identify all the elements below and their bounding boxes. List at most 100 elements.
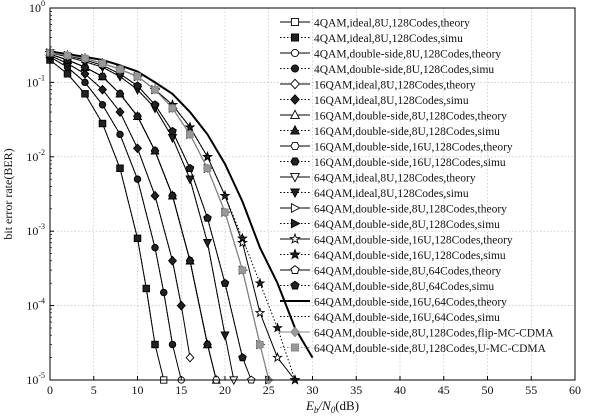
legend-label: 64QAM,double-side,16U,128Codes,simu	[314, 250, 506, 262]
series-line	[49, 59, 156, 345]
legend-label: 64QAM,double-side,8U,64Codes,simu	[314, 281, 494, 293]
data-point	[185, 352, 195, 363]
data-point	[289, 124, 301, 135]
data-point	[151, 85, 159, 94]
series-20	[49, 51, 313, 358]
data-point	[202, 239, 213, 248]
data-point	[168, 104, 177, 112]
data-point	[254, 307, 266, 318]
data-point	[203, 164, 212, 172]
data-point	[150, 100, 160, 109]
data-point	[272, 322, 283, 333]
series-6	[45, 50, 186, 311]
legend-item: 4QAM,ideal,8U,128Codes,simu	[280, 33, 463, 45]
y-tick-label: 10-2	[26, 148, 45, 164]
series-line	[49, 53, 208, 345]
legend-label: 4QAM,double-side,8U,128Codes,theory	[314, 49, 501, 61]
data-point	[133, 175, 142, 183]
legend-label: 4QAM,ideal,8U,128Codes,theory	[314, 18, 470, 30]
legend-label: 16QAM,double-side,8U,128Codes,simu	[314, 126, 500, 138]
data-point	[168, 340, 177, 349]
series-line	[49, 53, 217, 381]
series-7	[45, 49, 221, 384]
legend-label: 64QAM,double-side,8U,128Codes,flip-MC-CD…	[314, 328, 554, 340]
data-point	[168, 255, 177, 266]
data-point	[81, 78, 89, 87]
data-point	[63, 70, 72, 78]
data-point	[289, 109, 301, 120]
x-tick-label: 35	[350, 383, 362, 397]
data-point	[237, 232, 248, 243]
x-tick-label: 40	[394, 383, 406, 397]
y-tick-label: 10-3	[26, 222, 45, 238]
y-tick-label: 10-1	[26, 73, 45, 89]
data-point	[290, 94, 300, 105]
data-point	[115, 90, 125, 98]
x-axis-label: Eb/N0(dB)	[305, 398, 359, 415]
legend-label: 64QAM,double-side,16U,64Codes,simu	[314, 312, 500, 324]
data-point	[290, 343, 300, 352]
x-tick-label: 10	[132, 383, 144, 397]
data-point	[176, 300, 186, 311]
data-point	[290, 17, 300, 27]
data-point	[133, 234, 142, 243]
data-point	[238, 353, 247, 362]
data-point	[151, 340, 159, 349]
legend-item: 16QAM,double-side,16U,128Codes,theory	[280, 142, 513, 154]
legend-label: 16QAM,ideal,8U,128Codes,simu	[314, 95, 469, 107]
legend-label: 64QAM,double-side,8U,128Codes,simu	[314, 219, 500, 231]
data-point	[115, 107, 125, 117]
data-point	[290, 48, 300, 58]
y-tick-label: 10-5	[26, 371, 45, 387]
legend-item: 16QAM,double-side,8U,128Codes,simu	[280, 124, 500, 138]
data-point	[167, 134, 178, 143]
legend-label: 64QAM,ideal,8U,128Codes,simu	[314, 188, 469, 200]
data-point	[98, 84, 107, 95]
data-point	[289, 188, 301, 199]
data-point	[133, 72, 142, 81]
legend-item: 64QAM,ideal,8U,128Codes,theory	[280, 173, 476, 185]
legend-label: 16QAM,double-side,16U,128Codes,simu	[314, 157, 506, 169]
data-point	[150, 147, 160, 155]
series-line	[49, 52, 296, 381]
series-line	[49, 52, 252, 381]
data-point	[150, 190, 160, 201]
data-point	[290, 141, 300, 151]
series-line	[49, 59, 165, 381]
series-group	[44, 47, 314, 386]
x-tick-label: 60	[569, 383, 581, 397]
data-point	[237, 237, 248, 248]
x-tick-label: 5	[91, 383, 97, 397]
series-5	[45, 50, 195, 363]
legend-label: 64QAM,double-side,16U,64Codes,theory	[314, 297, 507, 309]
data-point	[290, 326, 300, 338]
legend-label: 64QAM,double-side,8U,128Codes,U-MC-CDMA	[314, 343, 547, 355]
data-point	[202, 151, 213, 162]
data-point	[290, 64, 300, 73]
data-point	[133, 81, 142, 90]
data-point	[133, 143, 142, 154]
y-tick-label: 100	[29, 0, 45, 15]
legend-label: 64QAM,double-side,8U,64Codes,theory	[314, 266, 501, 278]
data-point	[290, 33, 300, 42]
data-point	[272, 351, 283, 363]
data-point	[151, 244, 159, 252]
data-point	[168, 126, 177, 135]
series-9	[45, 50, 221, 384]
data-point	[220, 278, 230, 287]
legend-item: 64QAM,double-side,8U,128Codes,simu	[280, 218, 500, 231]
x-tick-label: 55	[525, 383, 537, 397]
legend-item: 64QAM,ideal,8U,128Codes,simu	[280, 188, 469, 200]
data-point	[80, 63, 90, 71]
legend-item: 64QAM,double-side,8U,64Codes,simu	[280, 280, 494, 293]
legend-label: 64QAM,double-side,8U,128Codes,theory	[314, 204, 507, 216]
data-point	[289, 232, 301, 244]
legend-item: 64QAM,double-side,8U,128Codes,U-MC-CDMA	[280, 343, 547, 355]
legend-label: 16QAM,double-side,8U,128Codes,theory	[314, 111, 507, 123]
data-point	[219, 190, 231, 201]
data-point	[63, 51, 72, 60]
data-point	[290, 78, 300, 90]
data-point	[290, 265, 300, 274]
x-axis-label-sub-0: 0	[331, 405, 336, 415]
data-point	[290, 202, 301, 214]
